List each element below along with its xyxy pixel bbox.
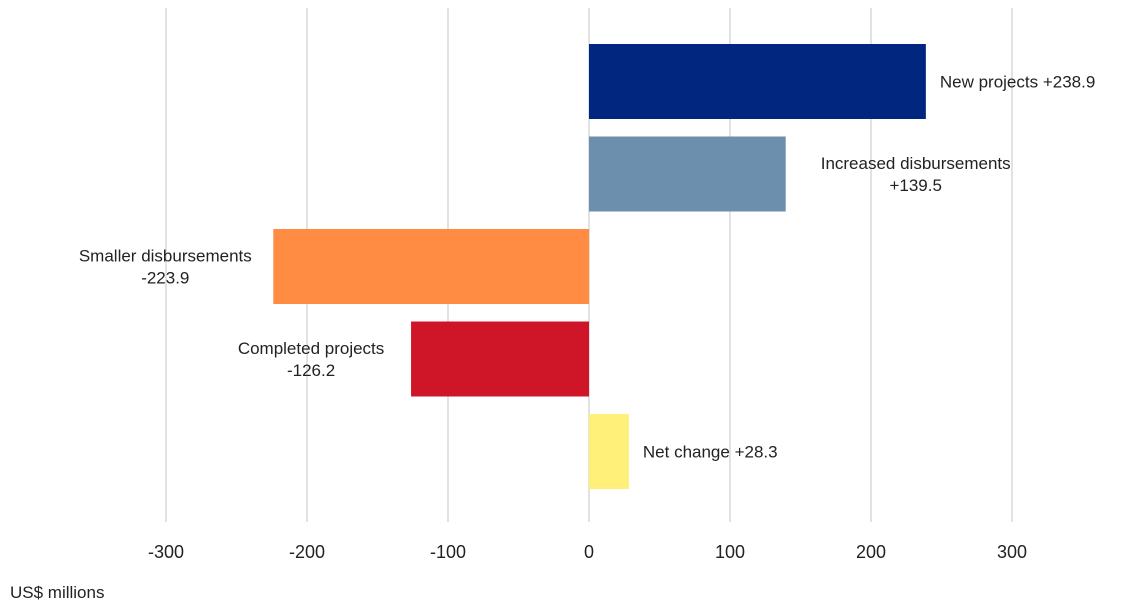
- bar: [411, 321, 589, 397]
- data-label: New projects +238.9: [940, 73, 1095, 92]
- x-tick-label: -300: [148, 542, 184, 562]
- data-label: Smaller disbursements -223.9: [79, 247, 252, 288]
- data-label: Increased disbursements +139.5: [821, 154, 1011, 195]
- x-tick-label: 0: [584, 542, 594, 562]
- bar-labels: New projects +238.9 Increased disbursemen…: [79, 73, 1095, 462]
- x-tick-label: -100: [430, 542, 466, 562]
- x-tick-label: 100: [715, 542, 745, 562]
- bars: [273, 44, 926, 489]
- bar: [589, 136, 786, 212]
- x-axis-ticks: -300 -200 -100 0 100 200 300: [148, 542, 1027, 562]
- data-label: Completed projects -126.2: [238, 339, 384, 380]
- data-label: Net change +28.3: [643, 443, 778, 462]
- x-tick-label: 200: [856, 542, 886, 562]
- bar: [589, 44, 926, 119]
- x-axis-unit-label: US$ millions: [10, 583, 104, 602]
- x-tick-label: 300: [997, 542, 1027, 562]
- x-tick-label: -200: [289, 542, 325, 562]
- bar: [273, 229, 589, 304]
- bar: [589, 414, 629, 489]
